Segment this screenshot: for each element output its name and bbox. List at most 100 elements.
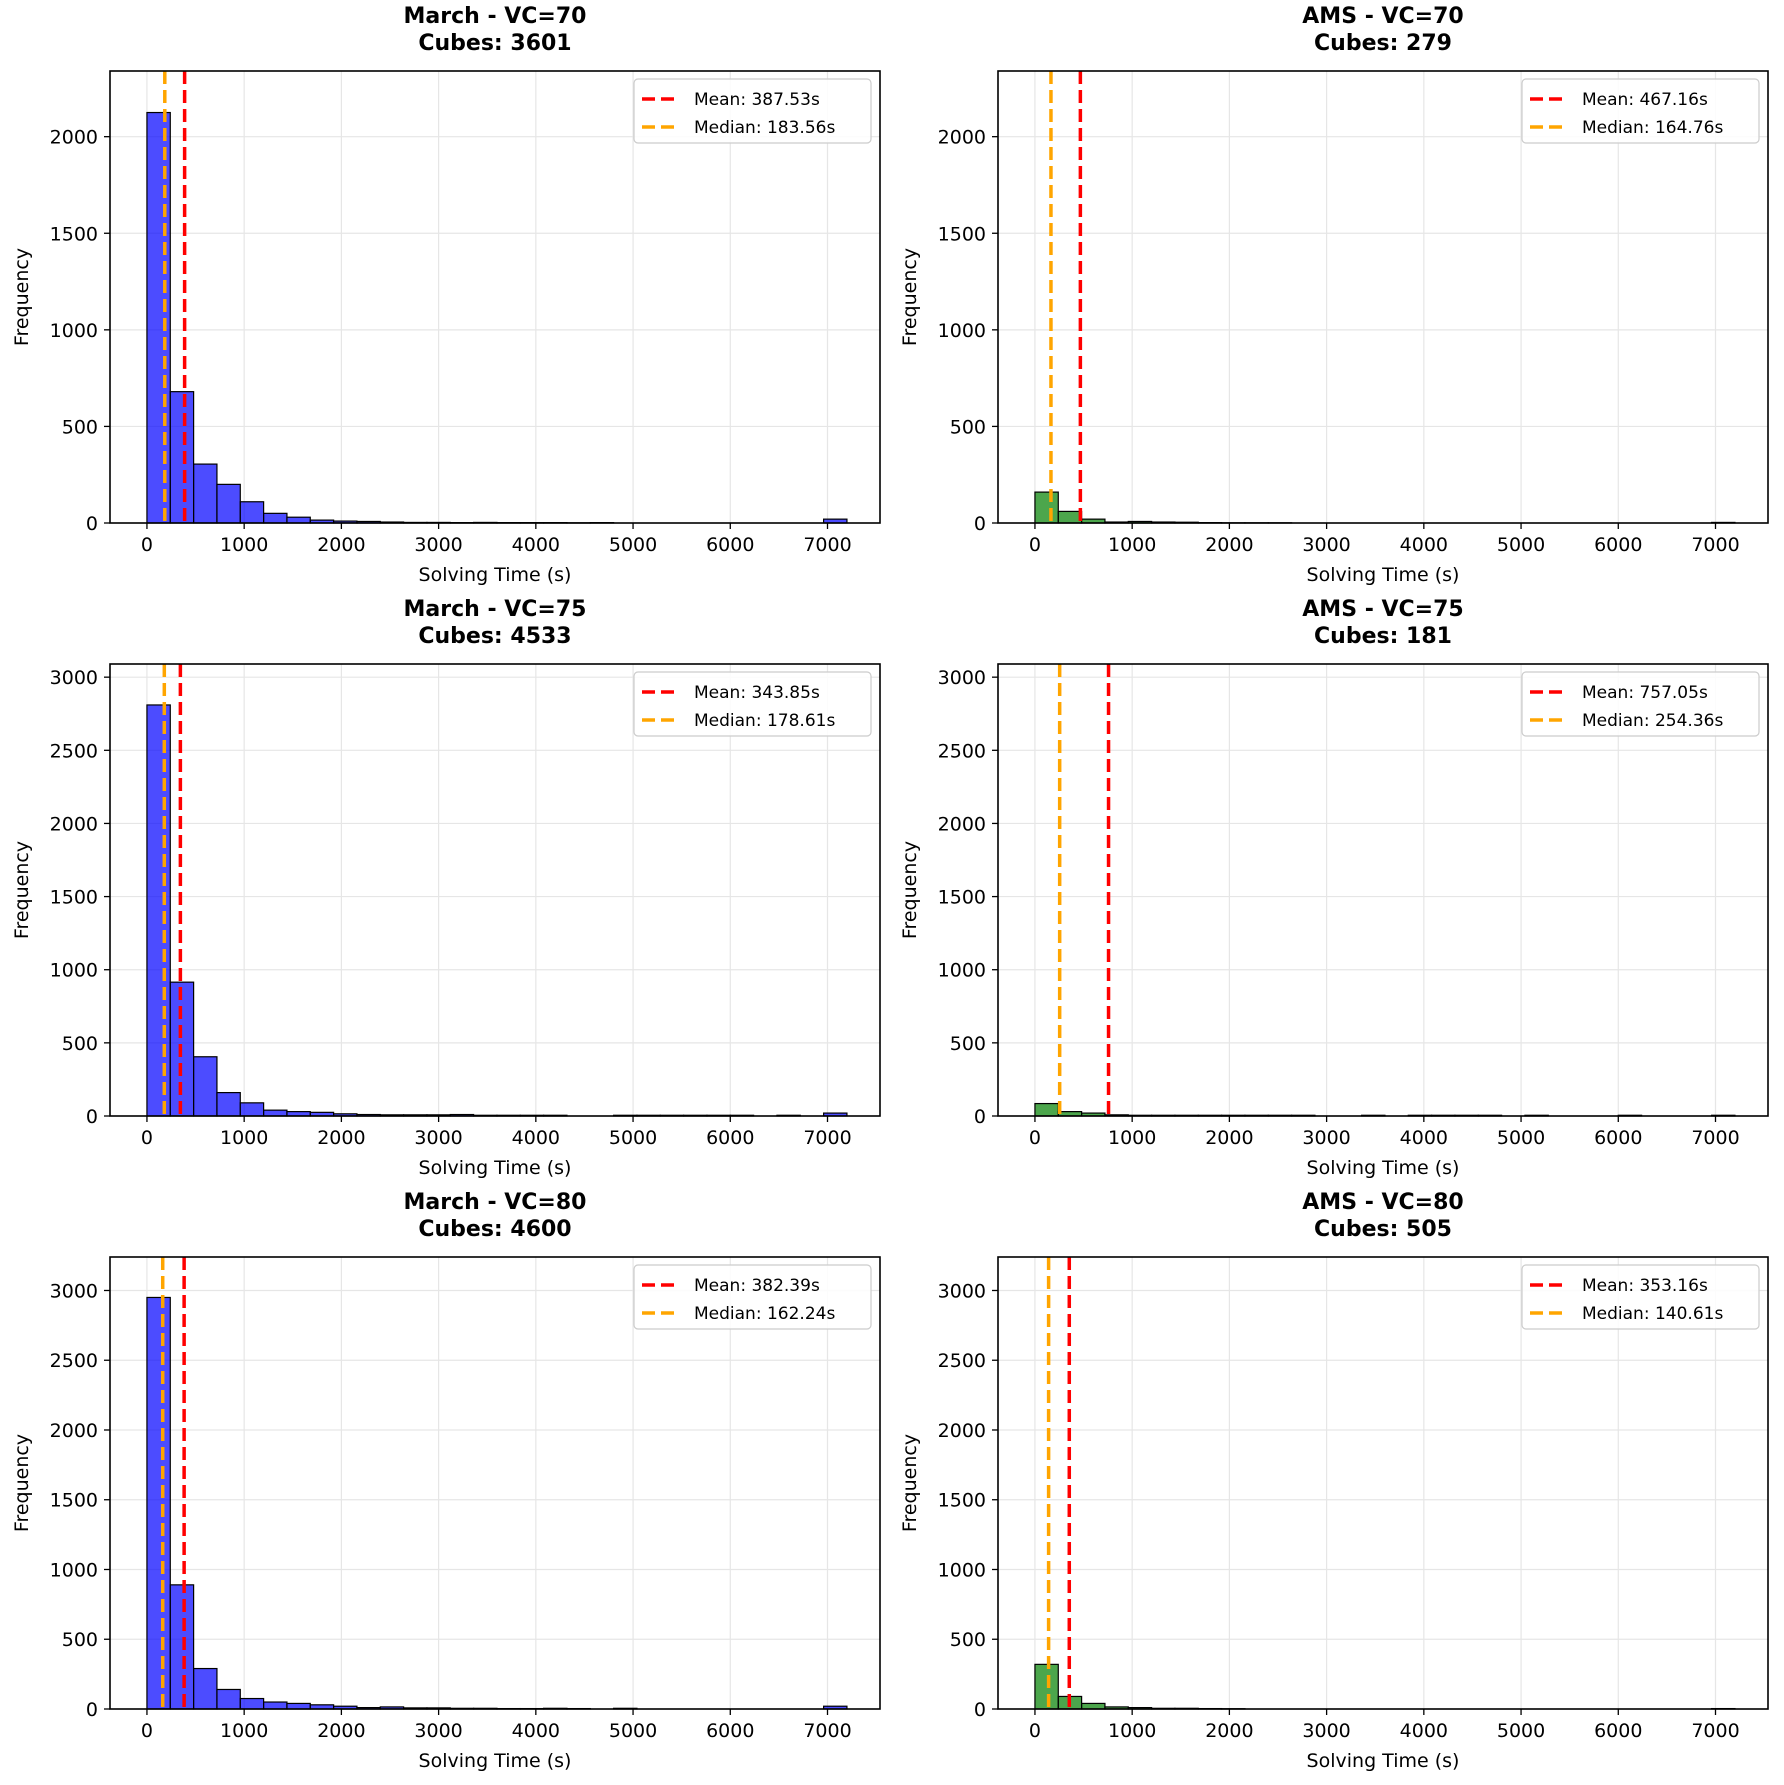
subplot-title: March - VC=75: [404, 597, 587, 622]
histogram-bar: [239, 1697, 265, 1710]
histogram-bar: [1034, 1102, 1059, 1117]
y-tick-label: 1500: [938, 887, 986, 909]
legend-median-suffix: s: [1714, 1304, 1723, 1324]
histogram-bar: [1057, 510, 1083, 524]
legend-median-suffix: s: [826, 118, 835, 138]
histogram-bar: [263, 512, 288, 524]
y-tick-label: 500: [950, 1629, 986, 1651]
y-tick-label: 3000: [50, 667, 98, 689]
legend-median-label: Median: 254.36s: [1582, 711, 1723, 731]
axes-frame: [109, 663, 881, 1117]
subplot-subtitle: Cubes: 3601: [418, 31, 571, 56]
legend-median-prefix: Median:: [694, 711, 767, 731]
y-tick-label: 1000: [938, 320, 986, 342]
legend-mean-value: 353.16: [1639, 1276, 1698, 1296]
x-tick-label: 3000: [414, 1127, 462, 1149]
x-tick-label: 1000: [1108, 1127, 1156, 1149]
legend-median-label: Median: 162.24s: [694, 1304, 835, 1324]
y-tick-label: 1500: [938, 1490, 986, 1512]
subplot-subtitle: Cubes: 4600: [418, 1217, 571, 1242]
y-tick-label: 2500: [50, 740, 98, 762]
histogram-bar: [193, 1667, 218, 1710]
y-tick-label: 0: [974, 1106, 986, 1128]
x-tick-label: 6000: [706, 534, 754, 556]
histogram-bar: [286, 1702, 311, 1710]
legend-median-value: 178.61: [767, 711, 826, 731]
x-tick-label: 2000: [1205, 1127, 1253, 1149]
y-tick-label: 2000: [50, 127, 98, 149]
y-tick-label: 1000: [50, 320, 98, 342]
x-tick-label: 7000: [1691, 534, 1739, 556]
x-tick-label: 0: [1029, 534, 1041, 556]
y-axis-label: Frequency: [899, 841, 921, 939]
legend: Mean: 382.39s Median: 162.24s: [633, 1264, 872, 1330]
x-tick-label: 7000: [1691, 1127, 1739, 1149]
x-tick-label: 2000: [1205, 1720, 1253, 1742]
legend-mean-value: 382.39: [751, 1276, 810, 1296]
x-tick-label: 6000: [1594, 534, 1642, 556]
subplot-subtitle: Cubes: 505: [1314, 1217, 1452, 1242]
y-tick-label: 0: [86, 1106, 98, 1128]
axes-frame: [997, 70, 1769, 524]
x-tick-label: 7000: [803, 534, 851, 556]
x-tick-label: 2000: [317, 534, 365, 556]
histogram-bar: [263, 1109, 288, 1117]
y-tick-label: 1000: [50, 1559, 98, 1581]
histogram-bar: [146, 1296, 171, 1710]
y-axis-label: Frequency: [11, 1434, 33, 1532]
axes-frame: [997, 1256, 1769, 1710]
legend-mean-value: 467.16: [1639, 90, 1698, 110]
legend-median-prefix: Median:: [1582, 711, 1655, 731]
y-tick-label: 0: [86, 1699, 98, 1721]
x-tick-label: 1000: [1108, 534, 1156, 556]
y-axis-label: Frequency: [899, 1434, 921, 1532]
y-tick-label: 3000: [938, 1280, 986, 1302]
x-tick-label: 4000: [1400, 1127, 1448, 1149]
y-axis-label: Frequency: [11, 248, 33, 346]
x-tick-label: 1000: [220, 1720, 268, 1742]
subplot-title: March - VC=70: [404, 4, 587, 29]
x-tick-label: 0: [141, 1127, 153, 1149]
y-tick-label: 2500: [938, 1350, 986, 1372]
x-tick-label: 0: [1029, 1720, 1041, 1742]
legend-mean-value: 757.05: [1639, 683, 1698, 703]
histogram-bar: [1034, 1663, 1059, 1710]
x-tick-label: 0: [141, 1720, 153, 1742]
y-tick-label: 2000: [50, 1420, 98, 1442]
x-tick-label: 7000: [803, 1127, 851, 1149]
legend-box: [1521, 671, 1760, 737]
y-tick-label: 2000: [50, 813, 98, 835]
x-tick-label: 0: [141, 534, 153, 556]
x-tick-label: 4000: [512, 1720, 560, 1742]
x-axis-label: Solving Time (s): [1307, 1157, 1460, 1179]
subplot-title: March - VC=80: [404, 1190, 587, 1215]
legend-median-prefix: Median:: [694, 118, 767, 138]
histogram-bar: [146, 111, 171, 524]
y-tick-label: 1500: [938, 223, 986, 245]
histogram-bar: [193, 463, 218, 524]
y-tick-label: 500: [950, 1033, 986, 1055]
subplot-subtitle: Cubes: 181: [1314, 624, 1452, 649]
legend-box: [633, 78, 872, 144]
x-tick-label: 3000: [1302, 1720, 1350, 1742]
x-tick-label: 6000: [706, 1127, 754, 1149]
legend-box: [633, 671, 872, 737]
y-tick-label: 500: [950, 416, 986, 438]
legend-box: [1521, 78, 1760, 144]
histogram-bar: [146, 704, 171, 1117]
legend-mean-label: Mean: 382.39s: [694, 1276, 820, 1296]
y-tick-label: 3000: [50, 1280, 98, 1302]
legend-median-label: Median: 140.61s: [1582, 1304, 1723, 1324]
y-tick-label: 1500: [50, 887, 98, 909]
legend-mean-suffix: s: [811, 1276, 820, 1296]
